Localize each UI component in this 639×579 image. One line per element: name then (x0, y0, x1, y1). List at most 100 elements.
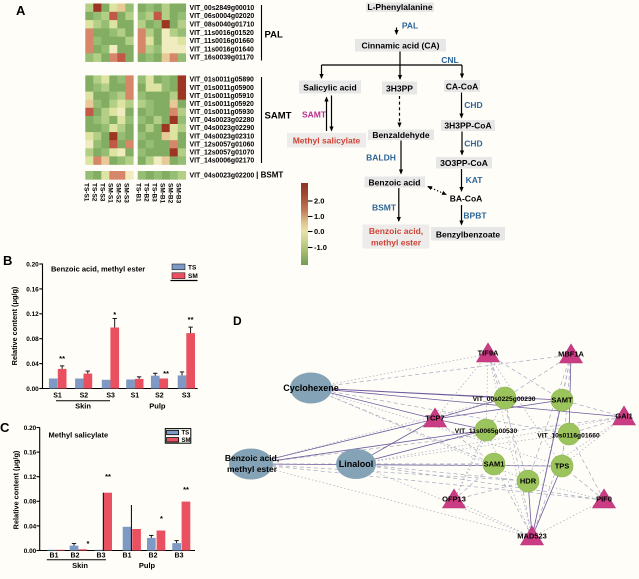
svg-text:VIT_11s0016g01640: VIT_11s0016g01640 (190, 46, 255, 53)
svg-text:VIT_01s0011g05920: VIT_01s0011g05920 (190, 101, 255, 108)
svg-text:SAMT: SAMT (265, 111, 292, 122)
svg-text:PAL: PAL (265, 30, 283, 41)
svg-text:VIT_04s0023g02290: VIT_04s0023g02290 (190, 125, 255, 132)
svg-text:PIF0: PIF0 (596, 495, 612, 504)
svg-text:GAI1: GAI1 (615, 412, 633, 421)
svg-text:VIT_12s0057g01070: VIT_12s0057g01070 (190, 150, 255, 157)
svg-text:Cyclohexene: Cyclohexene (283, 383, 339, 393)
svg-text:Benzoic acid, methyl ester: Benzoic acid, methyl ester (51, 265, 145, 274)
svg-text:0.16: 0.16 (26, 286, 39, 293)
svg-text:0.04: 0.04 (24, 523, 37, 530)
svg-text:TS: TS (188, 264, 197, 271)
svg-text:B3: B3 (97, 553, 106, 560)
svg-text:C: C (0, 420, 10, 435)
svg-text:0.0: 0.0 (314, 227, 324, 236)
svg-text:Methyl salicylate: Methyl salicylate (49, 431, 109, 440)
svg-text:CHD: CHD (464, 139, 482, 149)
svg-text:SM-B2: SM-B2 (167, 183, 174, 204)
svg-text:CA-CoA: CA-CoA (446, 81, 479, 91)
svg-text:VIT_04s0023g02310: VIT_04s0023g02310 (190, 133, 255, 140)
svg-text:Relative content (μg/g): Relative content (μg/g) (10, 286, 19, 365)
svg-text:VIT_08s0040g01710: VIT_08s0040g01710 (190, 21, 255, 28)
svg-text:B3: B3 (175, 553, 184, 560)
svg-text:SM-B3: SM-B3 (175, 183, 182, 204)
svg-text:L-Phenylalanine: L-Phenylalanine (367, 2, 432, 12)
svg-text:TPS: TPS (555, 462, 570, 471)
svg-text:VIT_06s0004g02020: VIT_06s0004g02020 (190, 13, 255, 20)
svg-text:S3: S3 (106, 393, 115, 400)
svg-text:Pulp: Pulp (139, 561, 156, 570)
svg-text:**: ** (163, 369, 169, 378)
svg-text:Relative content (μg/g): Relative content (μg/g) (12, 450, 21, 529)
svg-text:Pulp: Pulp (149, 402, 166, 411)
svg-text:Benzoic acid,: Benzoic acid, (225, 453, 279, 463)
svg-text:B: B (3, 253, 12, 268)
svg-text:VIT_04s0023g02200 | BSMT: VIT_04s0023g02200 | BSMT (190, 170, 284, 179)
svg-text:S2: S2 (80, 393, 89, 400)
svg-text:B2: B2 (149, 553, 158, 560)
svg-text:S1: S1 (131, 393, 140, 400)
svg-text:*: * (160, 514, 163, 523)
svg-text:Benzoic acid: Benzoic acid (369, 177, 421, 187)
svg-text:SAM1: SAM1 (484, 460, 505, 469)
svg-text:VIT_00s2849g00010: VIT_00s2849g00010 (190, 5, 255, 12)
svg-text:2.0: 2.0 (314, 197, 324, 206)
svg-text:*: * (87, 539, 90, 548)
svg-text:VIT_01s0011g05910: VIT_01s0011g05910 (190, 93, 255, 100)
svg-text:TS-S3: TS-S3 (98, 183, 105, 202)
svg-text:0.04: 0.04 (26, 361, 39, 368)
svg-text:S3: S3 (182, 393, 191, 400)
svg-text:B2: B2 (71, 553, 80, 560)
svg-text:TS-S1: TS-S1 (82, 183, 89, 202)
svg-text:VIT_14s0006g02170: VIT_14s0006g02170 (190, 158, 255, 165)
svg-text:SAMT: SAMT (551, 396, 573, 405)
svg-text:CHD: CHD (464, 100, 482, 110)
svg-text:SM-S1: SM-S1 (106, 183, 113, 203)
svg-text:methyl ester: methyl ester (227, 464, 278, 474)
svg-text:*: * (113, 310, 116, 319)
svg-text:TS-B1: TS-B1 (135, 183, 142, 202)
svg-text:-1.0: -1.0 (314, 243, 327, 252)
svg-text:**: ** (105, 472, 111, 481)
svg-text:TIF9A: TIF9A (478, 349, 499, 358)
svg-text:1.0: 1.0 (314, 212, 324, 221)
svg-text:VIT_11s0016g01520: VIT_11s0016g01520 (190, 30, 255, 37)
svg-text:Benzaldehyde: Benzaldehyde (372, 130, 429, 140)
svg-text:D: D (233, 314, 242, 328)
svg-text:TS-B3: TS-B3 (151, 183, 158, 202)
svg-text:0.12: 0.12 (24, 474, 37, 481)
svg-text:VIT_11s0016g01660: VIT_11s0016g01660 (190, 38, 255, 45)
svg-text:BPBT: BPBT (463, 211, 487, 221)
svg-text:VIT_12s0057g01060: VIT_12s0057g01060 (190, 141, 255, 148)
svg-text:VIT_16s0039g01170: VIT_16s0039g01170 (190, 55, 255, 62)
svg-text:Skin: Skin (75, 402, 91, 411)
svg-text:**: ** (188, 315, 194, 324)
svg-text:3H3PP-CoA: 3H3PP-CoA (444, 121, 491, 131)
svg-text:SM: SM (188, 273, 198, 280)
svg-text:BSMT: BSMT (372, 203, 397, 213)
svg-text:KAT: KAT (466, 175, 484, 185)
svg-text:**: ** (59, 354, 65, 363)
svg-text:VIT_01s0011g05890: VIT_01s0011g05890 (190, 77, 255, 84)
svg-text:SM-S3: SM-S3 (122, 183, 129, 203)
svg-text:TS-B2: TS-B2 (143, 183, 150, 202)
svg-text:TS: TS (182, 431, 190, 437)
svg-text:Benzylbenzoate: Benzylbenzoate (436, 229, 501, 239)
svg-text:methyl ester: methyl ester (371, 237, 422, 247)
svg-text:0.00: 0.00 (26, 386, 39, 393)
svg-text:VIT_00s0225g00230: VIT_00s0225g00230 (473, 396, 536, 403)
svg-text:TCP7: TCP7 (425, 414, 444, 423)
svg-text:VIT_11s0065g00530: VIT_11s0065g00530 (455, 428, 518, 435)
svg-text:Methyl salicylate: Methyl salicylate (293, 136, 361, 146)
svg-text:TS-S2: TS-S2 (90, 183, 97, 202)
svg-text:OFP13: OFP13 (442, 495, 466, 504)
svg-text:PAL: PAL (402, 21, 418, 31)
svg-text:BA-CoA: BA-CoA (450, 193, 483, 203)
svg-text:B1: B1 (123, 553, 132, 560)
svg-text:3H3PP: 3H3PP (386, 83, 413, 93)
svg-text:0.00: 0.00 (24, 548, 37, 555)
svg-text:Skin: Skin (72, 561, 88, 570)
svg-text:SM-S2: SM-S2 (114, 183, 121, 203)
svg-text:SAMT: SAMT (302, 110, 327, 120)
svg-text:0.12: 0.12 (26, 311, 39, 318)
